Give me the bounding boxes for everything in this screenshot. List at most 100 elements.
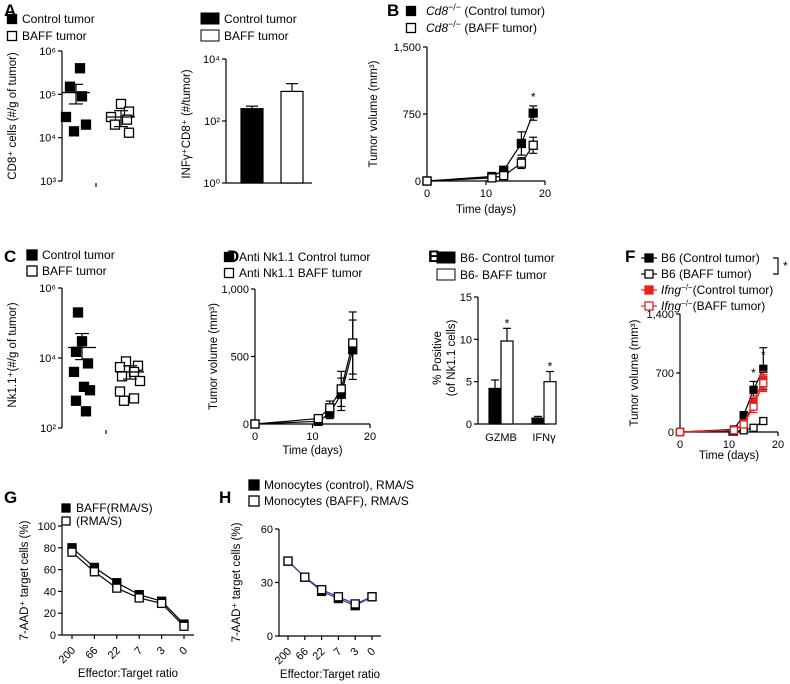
c-point-1-5	[134, 375, 146, 387]
chart-b-tumor-volume: 1,500 750 00 10 20 Tumor volume (mm³) Time (da…	[368, 2, 551, 216]
f-xlabel: Time (days)	[699, 450, 759, 462]
d-ytick-label-2: 0	[243, 419, 249, 431]
g-point-1-4	[156, 598, 167, 609]
e-xtick-label-1: IFNγ	[532, 432, 556, 444]
a1-ytick-label-3: 10³	[40, 176, 56, 188]
b-point-1-1	[487, 173, 497, 183]
c-point-1-2	[114, 361, 126, 373]
f-point-1-3	[749, 423, 758, 432]
d-legend-control-marker	[223, 251, 235, 263]
a2-legend-control-marker	[200, 12, 220, 25]
a1-point-1-0	[115, 98, 127, 110]
b-legend-marker-0	[405, 5, 417, 17]
f-legend-marker-2	[644, 285, 654, 295]
f-legend-bracket	[773, 257, 779, 275]
g-xtick-label-3: 7	[133, 645, 146, 658]
panel-letter-c: C	[4, 247, 16, 266]
c-ytick-label-2: 10²	[40, 423, 56, 435]
g-ytick-label-4: 20	[44, 608, 56, 620]
panel-letter-g: G	[4, 488, 17, 507]
h-legend-baff-marker	[248, 495, 260, 507]
a2-legend-baff-marker	[200, 29, 220, 42]
a2-ylabel: INFγ⁺CD8⁺ (#/tumor)	[181, 69, 193, 178]
b-xtick-label-2: 20	[539, 188, 551, 200]
h-series-line-0	[287, 560, 373, 607]
b-legend-label-0: Cd8−/− (Control tumor)	[426, 2, 545, 18]
d-point-1-4	[348, 338, 358, 348]
a1-ytick-label-0: 10⁶	[39, 46, 56, 58]
e-ytick-label-1: 10	[460, 334, 472, 346]
h-point-1-3	[333, 592, 344, 602]
a2-ytick-label-2: 10⁰	[203, 178, 220, 190]
a1-point-0-2	[76, 91, 88, 102]
c-point-0-8	[80, 406, 92, 417]
g-ylabel: 7-AAD⁺ target cells (%)	[19, 520, 31, 640]
g-xtick-label-2: 22	[106, 645, 123, 662]
a1-point-0-3	[60, 111, 72, 123]
h-xtick-label-2: 22	[311, 646, 328, 663]
a1-point-0-0	[74, 63, 86, 74]
g-legend-baff-marker	[61, 503, 71, 513]
c-point-0-7	[70, 395, 82, 406]
h-xtick-label-1: 66	[294, 646, 311, 663]
h-ytick-label-0: 60	[261, 524, 273, 536]
c-legend-baff-marker	[26, 265, 38, 277]
h-xtick-label-5: 0	[365, 646, 378, 659]
g-xtick-label-4: 3	[155, 645, 168, 658]
panel-letter-b: B	[387, 1, 399, 20]
e-bar-1-1	[543, 381, 557, 425]
g-series-line-0	[71, 547, 185, 625]
b-ytick-label-1: 750	[403, 109, 421, 121]
f-legend-label-3: Ifng−/−(BAFF tumor)	[661, 299, 765, 314]
a1-point-0-1	[64, 81, 76, 92]
a1-point-0-5	[68, 126, 80, 137]
a2-ytick-label-1: 10²	[204, 116, 220, 128]
b-point-1-4	[528, 140, 538, 150]
h-legend-control-marker	[248, 479, 260, 491]
c-point-0-3	[82, 358, 94, 369]
f-point-1-4	[759, 416, 768, 426]
b-point-0-4	[528, 108, 538, 118]
d-xtick-label-2: 20	[364, 431, 376, 443]
a2-legend-control-label: Control tumor	[224, 12, 297, 26]
g-legend-rmas-label: (RMA/S)	[76, 514, 122, 528]
chart-a-infg-bar: 10⁴ 10² 10⁰ INFγ⁺CD8⁺ (#/tumor) Control tumo…	[181, 12, 312, 190]
chart-d-anti-nk11: 1,000 500 00 10 20 Tumor volume (mm³) Time (da…	[208, 250, 376, 457]
g-ytick-label-3: 40	[44, 586, 56, 598]
a1-point-1-4	[109, 119, 121, 130]
f-legend-marker-3	[644, 301, 654, 311]
d-point-1-2	[325, 403, 335, 413]
d-xlabel: Time (days)	[282, 445, 342, 457]
a2-bar-1	[280, 90, 304, 184]
c-point-0-0	[72, 307, 84, 318]
d-series-line-1	[254, 342, 354, 425]
e-legend-control-marker	[436, 251, 456, 264]
a1-legend-control-label: Control tumor	[22, 12, 95, 26]
a2-legend-baff-label: BAFF tumor	[224, 29, 289, 43]
g-legend-baff-label: BAFF(RMA/S)	[76, 501, 153, 515]
f-point-3-0	[675, 427, 685, 437]
f-xtick-label-0: 0	[677, 439, 683, 451]
f-xtick-label-2: 20	[772, 439, 784, 451]
d-ylabel: Tumor volume (mm³)	[208, 303, 220, 410]
h-ylabel: 7-AAD⁺ target cells (%)	[231, 522, 243, 642]
c-point-1-6	[114, 386, 126, 397]
chart-f-ifng-tumor-volume: 1,400 700 00 10 20 Tumor volume (mm³) Time (da…	[629, 251, 788, 462]
d-legend-baff-label: Anti Nk1.1 BAFF tumor	[239, 266, 362, 280]
e-legend-control-label: B6- Control tumor	[460, 251, 555, 265]
g-point-1-2	[112, 583, 122, 593]
d-xtick-label-1: 10	[306, 431, 318, 443]
f-ytick-label-1: 700	[656, 368, 674, 380]
c-point-1-8	[118, 395, 130, 406]
e-star-0: *	[505, 316, 510, 330]
d-point-1-0	[250, 419, 260, 429]
h-series-line-1	[287, 560, 373, 605]
panel-letter-f: F	[625, 247, 635, 266]
h-xtick-label-3: 7	[332, 646, 345, 659]
f-ylabel: Tumor volume (mm³)	[629, 319, 641, 426]
c-ylabel: Nk1.1⁺(#/g of tumor)	[7, 302, 19, 407]
f-star-1: *	[761, 348, 766, 362]
g-xtick-label-5: 0	[177, 645, 190, 658]
